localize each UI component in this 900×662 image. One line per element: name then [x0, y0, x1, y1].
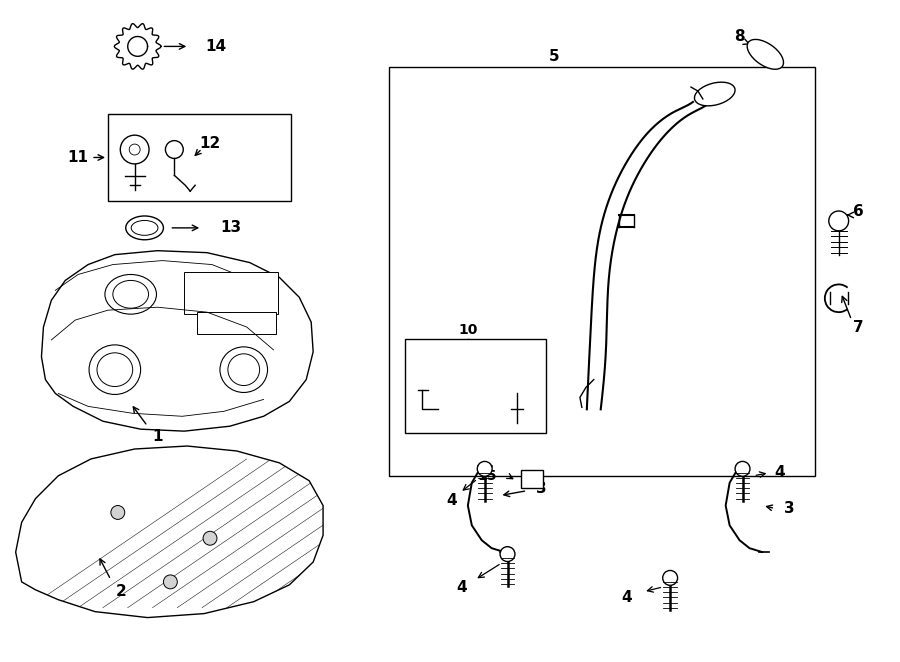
Text: 7: 7 [853, 320, 864, 334]
Text: 13: 13 [220, 220, 241, 236]
Circle shape [662, 571, 678, 585]
Text: 6: 6 [853, 203, 864, 218]
Polygon shape [41, 251, 313, 431]
Text: 14: 14 [205, 39, 226, 54]
Text: 5: 5 [549, 49, 560, 64]
Text: 4: 4 [456, 581, 467, 595]
Circle shape [500, 547, 515, 561]
FancyBboxPatch shape [389, 68, 814, 476]
Text: 15: 15 [478, 469, 498, 483]
Text: 11: 11 [68, 150, 88, 165]
Text: 12: 12 [200, 136, 220, 151]
FancyBboxPatch shape [108, 114, 292, 201]
Circle shape [203, 532, 217, 545]
Text: 10: 10 [458, 323, 478, 337]
Text: 8: 8 [734, 29, 745, 44]
FancyBboxPatch shape [184, 273, 278, 314]
Circle shape [477, 461, 492, 476]
Text: 3: 3 [784, 501, 795, 516]
Circle shape [111, 506, 125, 520]
Circle shape [164, 575, 177, 589]
Text: 3: 3 [536, 481, 546, 496]
Text: 9: 9 [472, 379, 483, 394]
FancyBboxPatch shape [521, 470, 544, 488]
Text: 1: 1 [152, 428, 163, 444]
Ellipse shape [695, 82, 735, 106]
FancyBboxPatch shape [405, 339, 546, 433]
Circle shape [130, 144, 140, 155]
Text: 4: 4 [621, 591, 632, 605]
Ellipse shape [747, 40, 784, 70]
Circle shape [735, 461, 750, 476]
Text: 4: 4 [446, 493, 457, 508]
Text: 2: 2 [115, 585, 126, 599]
FancyBboxPatch shape [197, 312, 276, 334]
Text: 4: 4 [774, 465, 785, 481]
Polygon shape [15, 446, 323, 618]
